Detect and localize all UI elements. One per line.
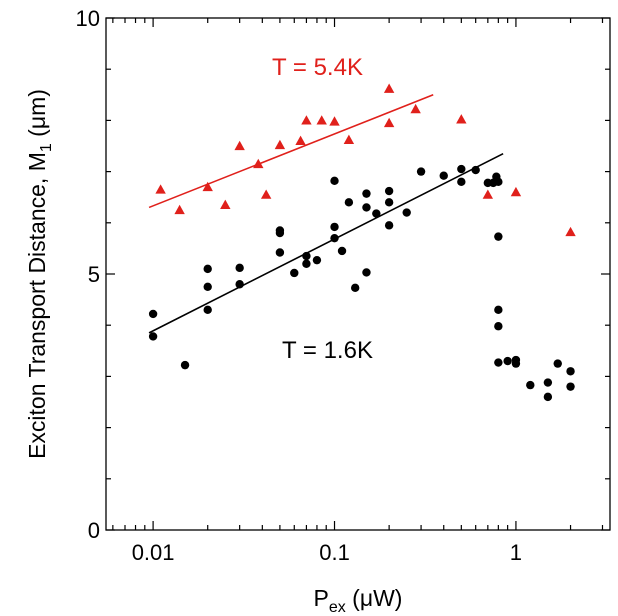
data-point-circle [457,177,466,187]
data-point-triangle [510,186,522,197]
data-point-circle [330,222,339,232]
data-point-triangle [316,115,327,125]
axis-ticks [106,17,610,531]
data-point-triangle [234,140,245,151]
data-point-circle [384,221,394,230]
y-axis-title-subscript: 1 [38,143,55,152]
data-point-circle [344,198,354,207]
fit-line [148,152,504,334]
data-point-circle [148,309,158,319]
data-point-triangle [155,184,166,194]
y-axis-title-main: Exciton Transport Distance, M [24,152,50,459]
data-point-circle [275,228,285,238]
data-point-triangle [565,226,576,237]
y-tick-label: 0 [88,518,100,543]
data-point-circle [350,283,360,293]
data-point-circle [302,259,311,268]
x-tick-label: 0.1 [319,540,350,565]
data-point-circle [235,263,244,273]
data-point-triangle [260,189,272,199]
fit-lines [148,94,504,334]
data-point-circle [566,382,575,391]
data-point-circle [330,176,339,186]
data-point-circle [180,360,190,370]
data-point-circle [203,305,212,315]
data-point-circle [372,209,381,218]
data-point-circle [302,251,311,261]
data-point-triangle [343,134,355,145]
data-point-circle [362,203,371,212]
data-point-circle [566,367,575,376]
y-tick-label: 10 [76,6,100,31]
data-point-triangle [410,103,421,114]
data-point-circle [337,246,347,256]
data-point-circle [330,233,339,243]
data-point-circle [203,264,212,274]
data-point-circle [494,305,503,315]
x-tick-label: 0.01 [132,540,175,565]
x-tick-label: 1 [510,540,522,565]
data-point-triangle [456,114,467,124]
data-point-circle [148,332,158,341]
data-point-circle [457,164,466,174]
data-point-circle [471,165,480,175]
data-point-circle [384,198,394,207]
data-point-circle [362,268,371,277]
series-label-5-4k: T = 5.4K [272,54,363,81]
series-label-1-6k: T = 1.6K [282,337,373,364]
data-point-circle [553,359,562,368]
data-point-circle [494,232,503,241]
data-point-circle [494,177,503,187]
x-axis-title: Pex (μW) [314,585,403,616]
plot-frame [105,17,611,531]
data-point-circle [290,268,299,278]
data-point-circle [402,208,411,217]
data-point-triangle [383,117,395,128]
data-point-triangle [220,199,231,210]
data-point-circle [503,356,512,366]
data-point-circle [416,167,426,176]
data-point-circle [526,380,535,390]
data-point-circle [494,358,503,367]
fit-line [148,94,434,209]
data-point-triangle [202,181,213,192]
data-point-triangle [295,135,306,146]
data-point-circle [494,322,503,331]
data-point-circle [543,392,553,402]
x-axis-title-subscript: ex [329,599,346,616]
data-points [148,83,576,402]
data-point-circle [439,171,448,180]
data-point-circle [312,255,322,265]
data-point-triangle [329,116,340,126]
y-axis-title: Exciton Transport Distance, M1 (μm) [24,89,55,459]
data-point-circle [543,378,553,387]
data-point-circle [511,359,521,368]
y-axis-title-unit: (μm) [24,89,50,143]
y-tick-label: 5 [88,262,100,287]
data-point-circle [203,282,212,291]
data-point-triangle [274,139,286,150]
data-point-circle [384,186,394,196]
data-point-triangle [482,189,494,199]
data-point-circle [235,280,244,289]
x-axis-title-unit: (μW) [346,585,403,611]
x-axis-title-main: P [314,585,329,611]
data-point-triangle [174,204,185,215]
data-point-triangle [253,158,264,169]
data-point-triangle [383,83,395,93]
data-point-circle [362,189,371,198]
data-point-circle [275,248,285,257]
data-point-triangle [301,115,312,125]
